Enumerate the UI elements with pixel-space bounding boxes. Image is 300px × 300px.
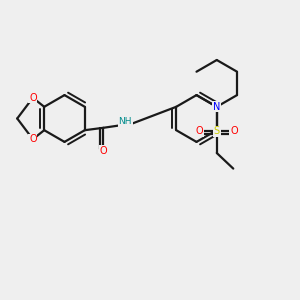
Text: O: O (100, 146, 107, 156)
Text: S: S (214, 126, 220, 136)
Text: N: N (213, 102, 220, 112)
Text: O: O (196, 126, 203, 136)
Text: O: O (29, 134, 37, 144)
Text: O: O (29, 93, 37, 103)
Text: O: O (230, 126, 238, 136)
Text: NH: NH (118, 117, 132, 126)
